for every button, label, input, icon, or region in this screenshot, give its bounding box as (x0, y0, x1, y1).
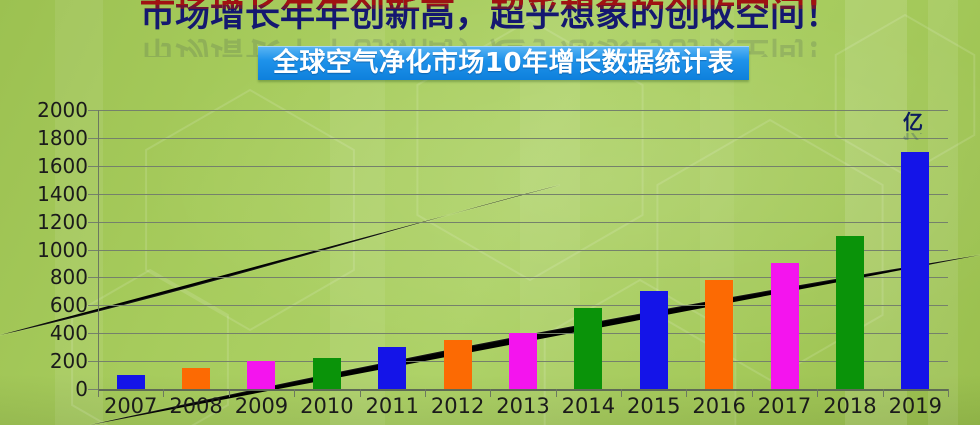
x-axis-label-2015: 2015 (627, 394, 681, 418)
gridline-1400 (98, 193, 948, 195)
page-title-gradient-mid: 市场增长年年创新高，超乎想象的创收空间！ (139, 0, 840, 35)
x-axis-tick (882, 389, 884, 397)
bar-2014 (574, 308, 603, 389)
y-axis-tick (88, 389, 98, 390)
gridline-800 (98, 277, 948, 279)
bar-2018 (835, 235, 864, 389)
bar-2008 (182, 368, 211, 389)
bar-2009 (247, 361, 276, 389)
bar-2010 (312, 358, 341, 389)
y-axis-tick (88, 165, 98, 167)
y-axis-tick (88, 110, 98, 111)
x-axis-label-2012: 2012 (430, 394, 485, 418)
gridline-600 (98, 305, 948, 307)
x-axis-label-2019: 2019 (888, 394, 943, 418)
x-axis-tick (621, 389, 623, 397)
y-axis-label: 2000 (37, 98, 88, 122)
bar-2013 (509, 333, 537, 389)
bar-2007 (116, 375, 145, 389)
x-axis-label-2017: 2017 (757, 394, 812, 418)
x-axis-label-2010: 2010 (300, 394, 354, 418)
bar-2011 (378, 347, 407, 389)
chart-title: 全球空气净化市场10年增长数据统计表 (272, 48, 735, 78)
x-axis-tick (424, 389, 426, 397)
page-title-text: 市场增长年年创新高，超乎想象的创收空间！ (139, 0, 840, 35)
bar-2015 (639, 291, 668, 389)
page-title: 市场增长年年创新高，超乎想象的创收空间！ 市场增长年年创新高，超乎想象的创收空间… (0, 0, 980, 34)
y-axis-label: 1000 (37, 237, 88, 262)
y-axis-tick (88, 221, 98, 223)
x-axis-tick (294, 389, 296, 397)
unit-label-reflection: 亿 (892, 133, 934, 140)
x-axis-tick (359, 389, 361, 397)
y-axis-tick (88, 193, 98, 195)
x-axis-tick (948, 389, 949, 397)
x-axis-tick (163, 389, 165, 397)
x-axis-label-2014: 2014 (561, 394, 616, 418)
y-axis-tick (88, 333, 98, 335)
x-axis-tick (490, 389, 492, 397)
x-axis-tick (228, 389, 230, 397)
gridline-1600 (98, 165, 948, 167)
y-axis-label: 1800 (37, 125, 88, 150)
x-axis-label-2007: 2007 (103, 394, 158, 418)
gridline-1000 (98, 249, 948, 251)
x-axis-label-2011: 2011 (365, 394, 419, 418)
x-axis-label-2013: 2013 (496, 394, 550, 418)
y-axis-tick (88, 277, 98, 279)
x-axis-tick (98, 389, 99, 397)
y-axis-label: 800 (49, 265, 88, 290)
y-axis-label: 200 (49, 349, 88, 374)
gridline-2000 (98, 110, 948, 111)
gridline-0 (98, 389, 948, 391)
x-axis-label-2009: 2009 (234, 394, 289, 418)
y-axis-tick (88, 361, 98, 363)
chart-title-banner: 全球空气净化市场10年增长数据统计表 (258, 46, 749, 80)
gridline-1200 (98, 221, 948, 223)
y-axis-label: 400 (49, 321, 88, 346)
x-axis-label-2016: 2016 (692, 394, 746, 418)
x-axis-label-2008: 2008 (169, 394, 223, 418)
bar-2017 (770, 263, 799, 389)
y-axis-label: 1600 (37, 153, 88, 178)
y-axis-tick (88, 137, 98, 139)
x-axis-label-2018: 2018 (823, 394, 877, 418)
y-axis-label: 1400 (37, 181, 88, 206)
x-axis-tick (751, 389, 753, 397)
x-axis-tick (686, 389, 688, 397)
bar-2012 (443, 340, 472, 389)
gridline-1800 (98, 137, 948, 139)
y-axis-tick (88, 249, 98, 251)
y-axis-line (98, 110, 99, 390)
y-axis-label: 1200 (37, 209, 88, 234)
page-title-gradient-top: 市场增长年年创新高，超乎想象的创收空间！ (139, 0, 840, 35)
y-axis-tick (88, 305, 98, 307)
x-axis-tick (555, 389, 557, 397)
y-axis-label: 600 (49, 293, 88, 318)
bar-2016 (705, 280, 734, 389)
y-axis-label: 0 (75, 377, 88, 401)
x-axis-tick (817, 389, 819, 397)
unit-label: 亿 (903, 110, 923, 134)
bar-2019 (901, 151, 930, 389)
